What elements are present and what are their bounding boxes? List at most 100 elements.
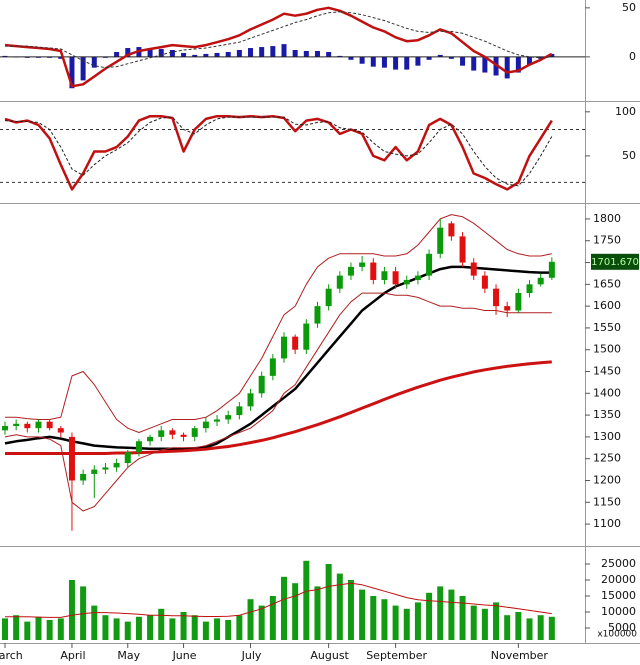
candle-body	[24, 423, 31, 429]
histogram-bar	[147, 48, 153, 57]
volume-bar	[459, 596, 466, 640]
histogram-bar	[192, 54, 198, 57]
volume-bar	[13, 615, 20, 640]
histogram-bar	[314, 50, 320, 57]
histogram-bar	[158, 49, 164, 57]
histogram-bar	[482, 56, 488, 73]
candle-body	[180, 434, 187, 437]
candle-body	[292, 336, 299, 350]
histogram-bar	[91, 56, 97, 68]
y-tick-label: 1550	[593, 321, 621, 334]
volume-bar	[314, 586, 321, 640]
histogram-bar	[248, 48, 254, 57]
histogram-bar	[549, 53, 555, 57]
y-tick-label: 1200	[593, 473, 621, 486]
volume-bar	[46, 620, 53, 640]
indicator-line	[5, 11, 552, 69]
histogram-bar	[236, 50, 242, 57]
volume-bar	[247, 599, 254, 640]
candle-body	[68, 436, 75, 481]
volume-bar	[336, 573, 343, 640]
histogram-bar	[515, 56, 521, 73]
volume-bar	[548, 616, 555, 640]
y-tick-label: 1800	[593, 212, 621, 225]
volume-bar	[2, 618, 8, 640]
volume-bar	[191, 615, 198, 640]
y-tick-label: 1100	[593, 517, 621, 530]
volume-bar	[135, 616, 142, 640]
y-tick-label: 1650	[593, 277, 621, 290]
y-tick-label: 1300	[593, 430, 621, 443]
volume-bar	[481, 608, 488, 640]
candle-body	[493, 288, 500, 307]
histogram-bar	[381, 56, 387, 68]
y-tick-label: 1450	[593, 365, 621, 378]
histogram-bar	[527, 56, 533, 65]
x-tick-label: November	[491, 649, 549, 662]
volume-bar	[403, 608, 410, 640]
volume-bar	[214, 618, 221, 640]
candle-body	[448, 223, 455, 237]
candle-body	[392, 271, 399, 285]
y-tick-label: 1600	[593, 299, 621, 312]
volume-bar	[448, 589, 455, 640]
volume-bar	[180, 612, 187, 640]
volume-bar	[281, 576, 287, 640]
volume-bar	[158, 608, 165, 640]
candle-body	[537, 277, 544, 285]
candle-body	[336, 275, 343, 289]
candle-body	[225, 415, 232, 420]
histogram-bar	[181, 52, 187, 57]
volume-bar	[470, 605, 477, 640]
candle-body	[504, 306, 511, 311]
histogram-bar	[471, 56, 477, 71]
indicator-line	[5, 582, 552, 618]
x-tick-label: May	[117, 649, 140, 662]
candle-body	[124, 452, 131, 464]
volume-bar	[225, 620, 232, 640]
candle-body	[381, 271, 388, 280]
candle-body	[347, 266, 354, 276]
histogram-bar	[69, 56, 75, 89]
x-tick-label: June	[172, 649, 197, 662]
last-price-box	[591, 253, 639, 270]
histogram-bar	[460, 56, 466, 66]
histogram-bar	[303, 50, 309, 57]
candle-body	[2, 426, 8, 431]
y-tick-label: 1150	[593, 495, 621, 508]
volume-bar	[68, 580, 75, 640]
volume-bar	[426, 592, 433, 640]
indicator-line	[5, 214, 552, 433]
histogram-bar	[292, 50, 298, 57]
candle-body	[113, 463, 120, 468]
candle-body	[414, 275, 421, 280]
candle-body	[13, 423, 20, 426]
panel-frame	[0, 0, 640, 644]
volume-bar	[493, 602, 500, 640]
y-tick-label: 1750	[593, 234, 621, 247]
candle-body	[359, 262, 366, 267]
candle-body	[158, 430, 165, 437]
x-tick-label: March	[0, 649, 23, 662]
volume-bar	[370, 596, 377, 640]
candle-body	[102, 467, 109, 470]
volume-bar	[35, 616, 42, 640]
y-tick-label: 25000	[601, 557, 636, 570]
volume-bar	[57, 618, 64, 640]
candle-body	[258, 375, 265, 394]
y-tick-label: 15000	[601, 589, 636, 602]
volume-bar	[202, 621, 209, 640]
indicator-line	[4, 292, 552, 512]
y-tick-label: 5000	[608, 621, 636, 634]
candle-body	[202, 421, 209, 429]
y-tick-label: 10000	[601, 605, 636, 618]
candle-body	[459, 236, 466, 263]
y-tick-label: 0	[629, 50, 636, 63]
y-unit-label: x100000	[597, 630, 637, 640]
x-tick-label: April	[60, 649, 85, 662]
candle-body	[303, 323, 310, 350]
y-tick-label: 20000	[601, 573, 636, 586]
candle-body	[191, 428, 198, 437]
